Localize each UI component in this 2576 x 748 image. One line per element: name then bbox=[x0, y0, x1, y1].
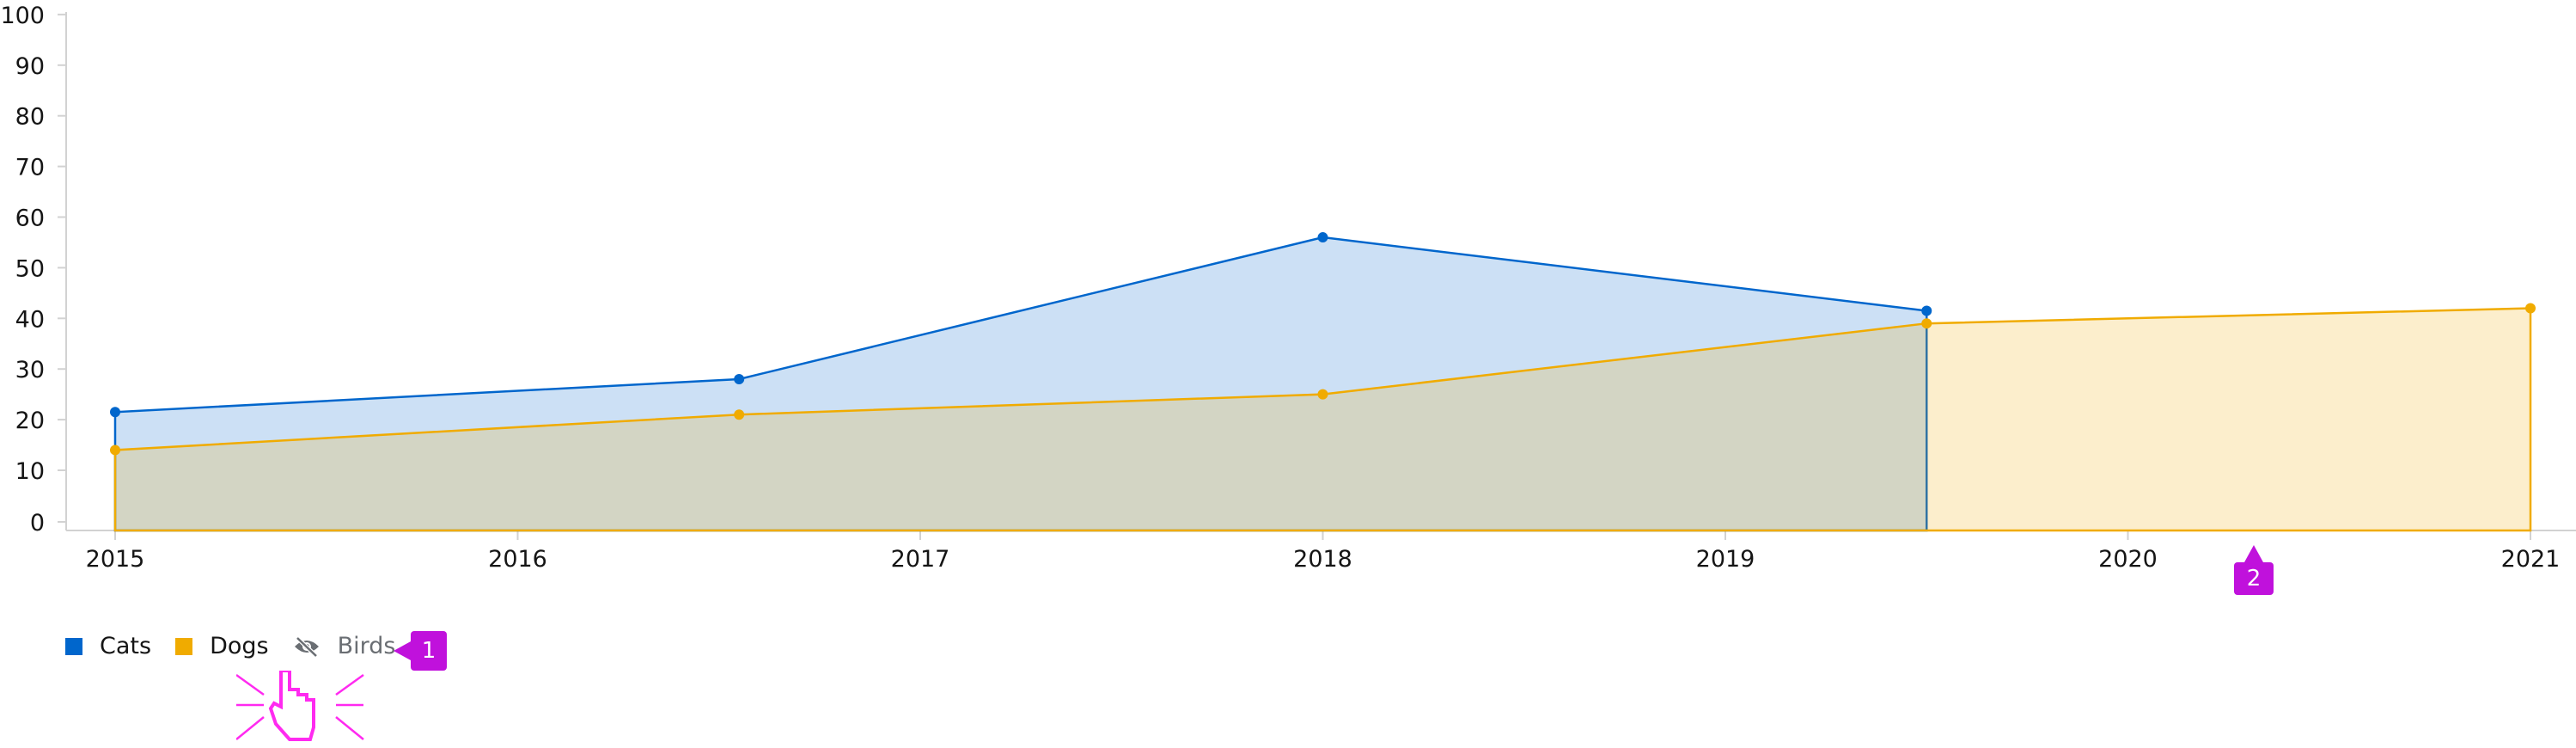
cats-swatch-icon bbox=[65, 637, 82, 655]
area-chart: 0 10 20 30 40 50 60 70 80 90 100 2015 2016 2017 2018 20… bbox=[0, 3, 2576, 573]
y-tick-label: 20 bbox=[15, 408, 45, 434]
legend: Cats Dogs Birds bbox=[65, 633, 419, 659]
y-tick-label: 90 bbox=[15, 53, 45, 80]
y-tick-label: 80 bbox=[15, 104, 45, 131]
y-tick-label: 30 bbox=[15, 357, 45, 383]
x-tick-label: 2020 bbox=[2098, 546, 2158, 573]
data-point-cats bbox=[1317, 232, 1328, 243]
annotation-badge-2: 2 bbox=[2234, 545, 2274, 595]
data-point-dogs bbox=[110, 445, 120, 456]
data-point-cats bbox=[110, 407, 120, 418]
legend-item-birds[interactable]: Birds bbox=[293, 633, 396, 659]
eye-slash-icon bbox=[294, 635, 319, 657]
legend-item-cats[interactable]: Cats bbox=[65, 633, 151, 659]
x-tick-label: 2016 bbox=[488, 546, 547, 573]
data-point-dogs bbox=[734, 409, 745, 420]
x-tick-label: 2021 bbox=[2501, 546, 2561, 573]
dogs-swatch-icon bbox=[175, 637, 193, 655]
legend-item-dogs[interactable]: Dogs bbox=[175, 633, 269, 659]
y-tick-label: 70 bbox=[15, 155, 45, 181]
data-point-cats bbox=[1921, 305, 1932, 316]
data-point-dogs bbox=[1317, 389, 1328, 400]
annotation-badge-1: 1 bbox=[394, 631, 447, 671]
x-tick-label: 2017 bbox=[891, 546, 950, 573]
y-tick-label: 60 bbox=[15, 205, 45, 232]
x-tick-label: 2018 bbox=[1293, 546, 1352, 573]
area-dogs bbox=[113, 307, 2532, 532]
y-tick-label: 50 bbox=[15, 255, 45, 282]
legend-label-dogs: Dogs bbox=[210, 633, 269, 659]
y-tick-label: 40 bbox=[15, 306, 45, 333]
y-tick-label: 0 bbox=[30, 510, 45, 536]
x-tick-label: 2015 bbox=[86, 546, 145, 573]
y-tick-label: 10 bbox=[15, 458, 45, 485]
data-point-cats bbox=[734, 373, 745, 384]
data-point-dogs bbox=[2525, 303, 2536, 314]
legend-label-birds: Birds bbox=[337, 633, 396, 659]
hand-pointer-icon bbox=[236, 671, 364, 741]
y-tick-label: 100 bbox=[0, 3, 45, 29]
x-tick-label: 2019 bbox=[1696, 546, 1755, 573]
data-point-dogs bbox=[1921, 318, 1932, 329]
legend-label-cats: Cats bbox=[100, 633, 152, 659]
